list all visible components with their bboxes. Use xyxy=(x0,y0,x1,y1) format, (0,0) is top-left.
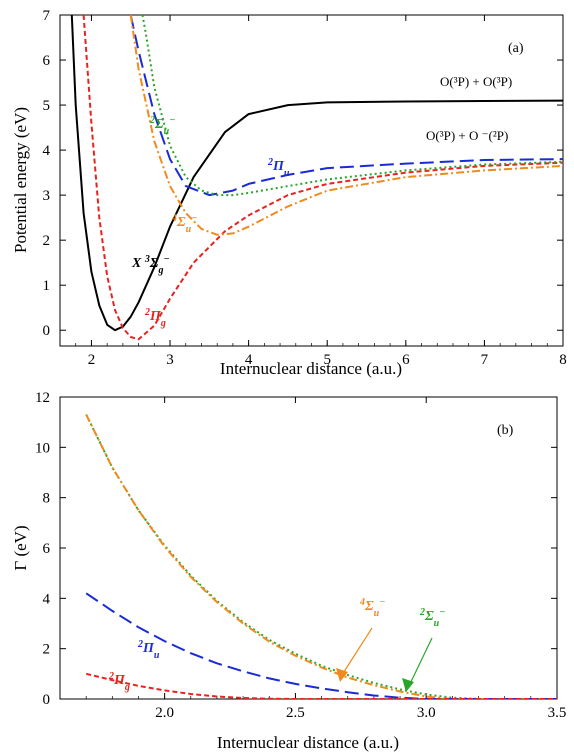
label-2pi-g-a: 2Πg xyxy=(144,307,166,329)
panel-a: 2 3 4 5 6 7 8 0 1 2 3 4 5 6 7 (a) O(³P) + O(³P) O(³P) … xyxy=(11,8,567,378)
panel-b-xtick-label: 3.5 xyxy=(548,705,567,721)
panel-b-ytick-label: 2 xyxy=(43,642,51,658)
panel-a-xtick-label: 4 xyxy=(245,352,253,368)
panel-a-xlabel: Internuclear distance (a.u.) xyxy=(220,359,402,378)
panel-a-series-line-4 xyxy=(129,15,563,236)
panel-a-ytick-label: 0 xyxy=(43,323,51,339)
panel-a-ytick-label: 7 xyxy=(43,8,51,24)
panel-a-label: (a) xyxy=(508,41,524,56)
panel-b-ytick-label: 0 xyxy=(43,692,51,708)
panel-a-xtick-label: 8 xyxy=(559,352,567,368)
arrowhead-2sigma-u xyxy=(402,678,414,692)
panel-a-asymptote-1: O(³P) + O(³P) xyxy=(440,74,512,89)
panel-a-xtick-label: 7 xyxy=(481,352,489,368)
label-2sigma-u-b: 2Σu− xyxy=(419,607,445,629)
panel-a-xtick-label: 5 xyxy=(323,352,331,368)
panel-a-xtick-label: 2 xyxy=(88,352,96,368)
panel-b-frame xyxy=(59,396,558,700)
panel-a-ytick-label: 5 xyxy=(43,98,51,114)
label-4sigma-u-b: 4Σu− xyxy=(359,597,385,619)
panel-a-ytick-label: 4 xyxy=(43,143,51,159)
panel-b-xlabel: Internuclear distance (a.u.) xyxy=(217,733,399,752)
panel-a-xtick-label: 6 xyxy=(402,352,410,368)
panel-b-xtick-label: 3.0 xyxy=(417,705,436,721)
panel-b-series-line-1 xyxy=(85,414,557,699)
panel-a-frame xyxy=(59,14,564,347)
panel-b-series xyxy=(85,414,557,699)
panel-a-series-line-1 xyxy=(82,15,563,341)
panel-a-ytick-label: 6 xyxy=(43,53,51,69)
panel-a-series-line-0 xyxy=(70,15,563,332)
arrow-2sigma-u xyxy=(407,637,433,689)
panel-b-ytick-label: 12 xyxy=(35,390,50,406)
label-2pi-u-a: 2Πu xyxy=(267,157,290,179)
panel-b-label: (b) xyxy=(497,423,514,438)
panel-b-xtick-label: 2.0 xyxy=(155,705,174,721)
panel-a-series-line-2 xyxy=(129,15,563,197)
panel-b-series-line-2 xyxy=(85,592,557,699)
arrowhead-4sigma-u xyxy=(336,668,348,682)
panel-b-ytick-label: 10 xyxy=(35,440,50,456)
panel-b-ytick-label: 6 xyxy=(43,541,51,557)
panel-a-ytick-label: 1 xyxy=(43,278,51,294)
panel-b-ytick-label: 4 xyxy=(43,591,51,607)
label-2sigma-u-a: 2Σu− xyxy=(149,115,175,137)
panel-a-ylabel: Potential energy (eV) xyxy=(11,107,30,253)
panel-b-series-line-3 xyxy=(85,672,557,699)
panel-a-xtick-label: 3 xyxy=(166,352,174,368)
label-x3sigma-g: X 3Σg− xyxy=(131,254,170,276)
panel-a-ticks: 2 3 4 5 6 7 8 0 1 2 3 4 5 6 7 xyxy=(43,8,567,368)
panel-a-series-line-3 xyxy=(141,15,563,197)
arrow-4sigma-u xyxy=(339,627,373,679)
panel-a-series xyxy=(70,15,563,341)
panel-b-xtick-label: 2.5 xyxy=(286,705,305,721)
panel-a-ytick-label: 3 xyxy=(43,188,51,204)
panel-a-ytick-label: 2 xyxy=(43,233,51,249)
label-4sigma-u-a: 4Σu− xyxy=(171,213,197,235)
panel-b-ylabel: Γ (eV) xyxy=(11,525,30,570)
panel-b-ytick-label: 8 xyxy=(43,491,51,507)
panel-b-ticks: 2.0 2.5 3.0 3.5 0 2 4 6 8 10 12 xyxy=(35,390,566,721)
label-2pi-g-b: 2Πg xyxy=(108,671,130,693)
label-2pi-u-b: 2Πu xyxy=(137,639,160,661)
panel-a-asymptote-2: O(³P) + O ⁻(²P) xyxy=(426,128,508,143)
